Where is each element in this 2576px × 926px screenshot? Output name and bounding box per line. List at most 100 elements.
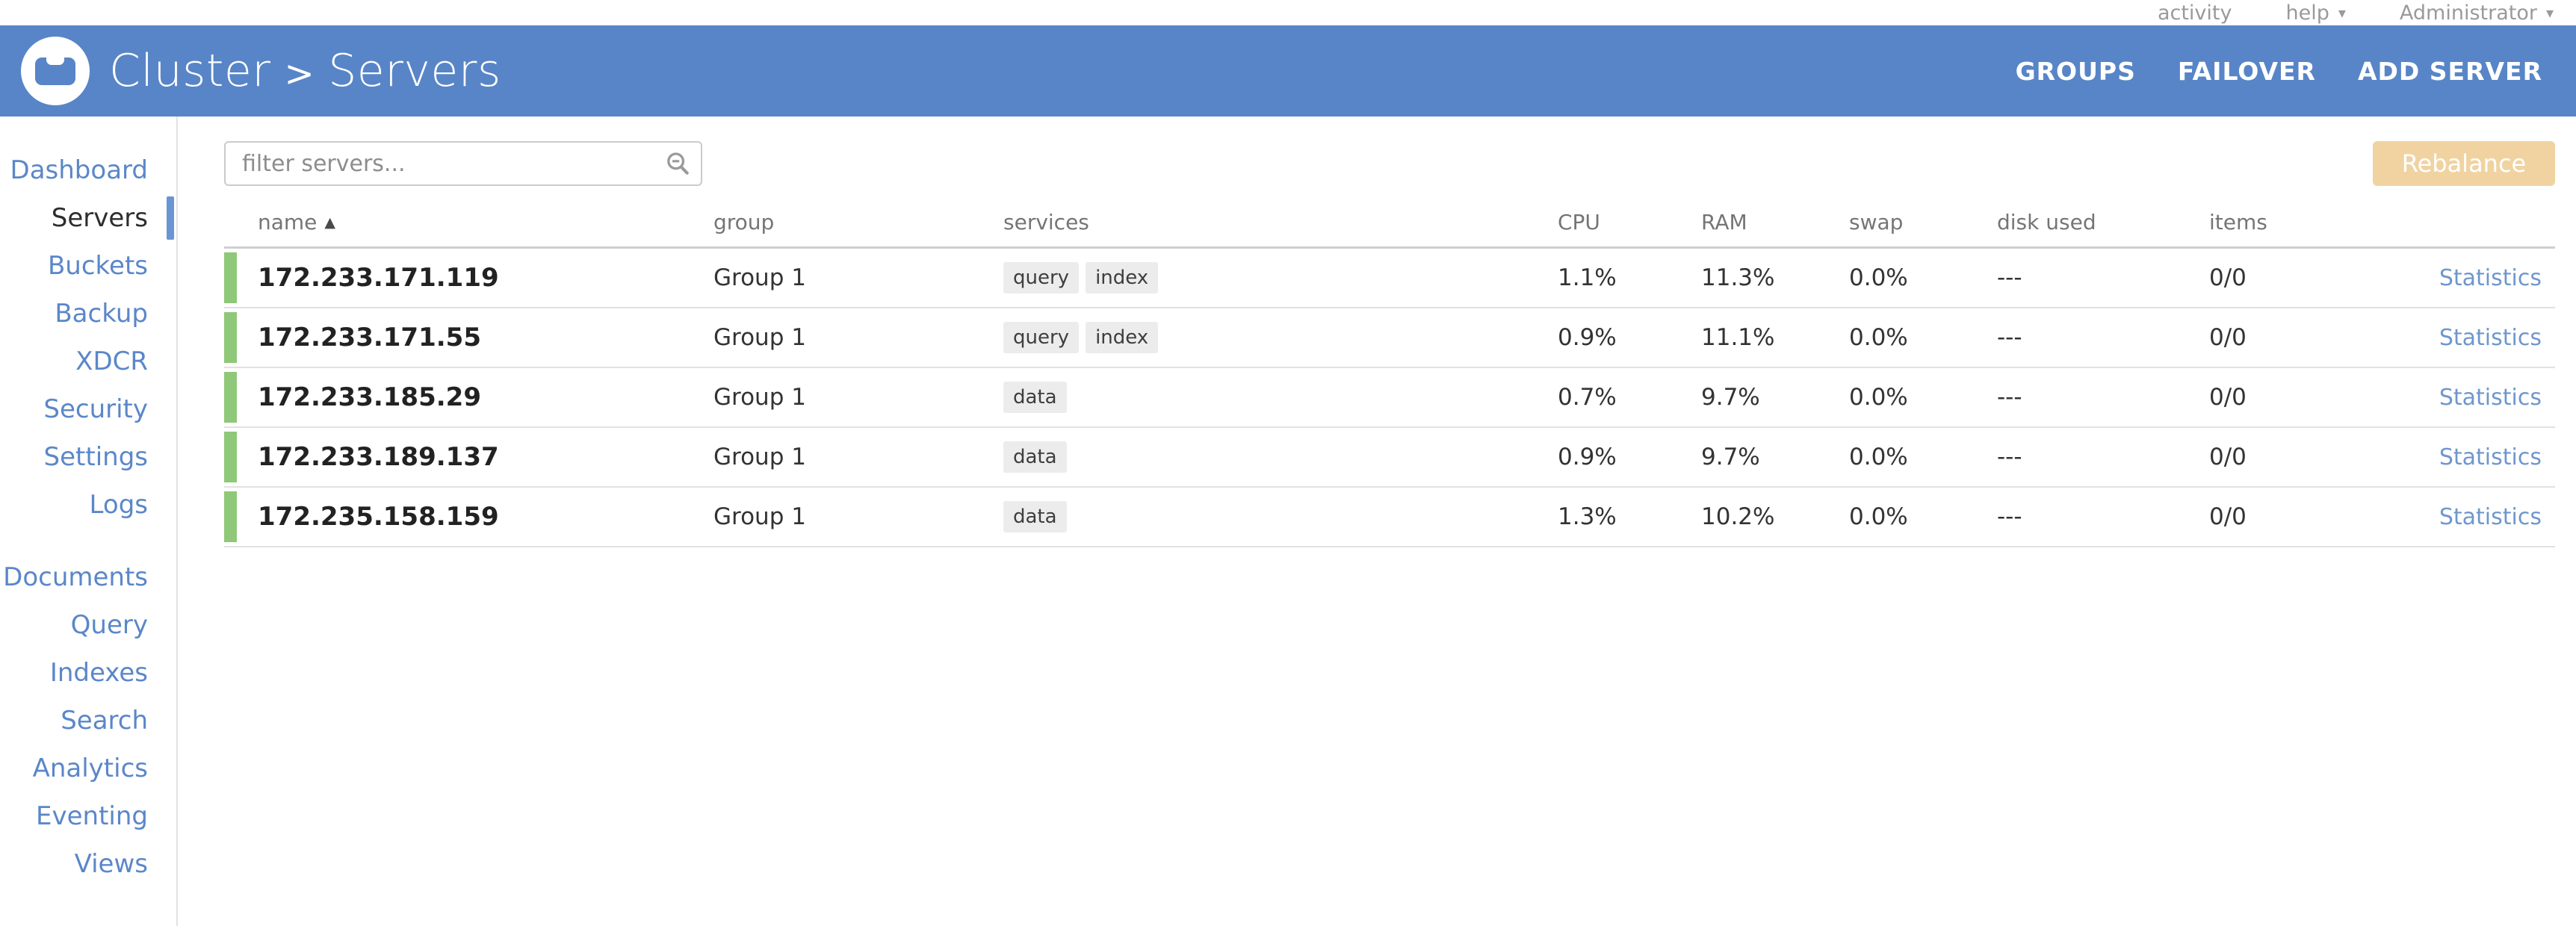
table-row: 172.233.185.29 Group 1 data 0.7% 9.7% 0.…: [224, 368, 2555, 428]
sidebar-item-backup[interactable]: Backup: [0, 290, 176, 338]
breadcrumb-section: Servers: [328, 45, 501, 97]
column-header-group[interactable]: group: [713, 210, 775, 234]
server-disk-used: ---: [1997, 503, 2022, 530]
server-items: 0/0: [2209, 503, 2247, 530]
add-server-button[interactable]: ADD SERVER: [2357, 56, 2542, 86]
sidebar-item-label: Query: [70, 610, 148, 640]
server-disk-used: ---: [1997, 264, 2022, 291]
sidebar-item-dashboard[interactable]: Dashboard: [0, 146, 176, 194]
sidebar-item-query[interactable]: Query: [0, 601, 176, 649]
brand: Cluster > Servers: [21, 37, 501, 105]
help-menu[interactable]: help ▾: [2285, 3, 2345, 23]
sort-asc-icon: ▲: [324, 214, 336, 231]
table-row: 172.233.189.137 Group 1 data 0.9% 9.7% 0…: [224, 428, 2555, 488]
server-cpu: 1.3%: [1558, 503, 1617, 530]
server-disk-used: ---: [1997, 444, 2022, 470]
column-header-swap[interactable]: swap: [1849, 210, 1904, 234]
sidebar-item-label: Buckets: [47, 251, 148, 281]
sidebar-nav: Dashboard Servers Buckets Backup XDCR Se…: [0, 116, 178, 926]
sidebar-item-label: Security: [43, 394, 148, 424]
column-header-disk-used[interactable]: disk used: [1997, 210, 2096, 234]
service-tag-index: index: [1086, 322, 1159, 353]
service-tag-data: data: [1003, 382, 1067, 413]
failover-button[interactable]: FAILOVER: [2177, 56, 2316, 86]
rebalance-button[interactable]: Rebalance: [2373, 141, 2555, 186]
statistics-link[interactable]: Statistics: [2439, 503, 2542, 530]
breadcrumb-separator-icon: >: [284, 53, 315, 95]
sidebar-item-label: Logs: [89, 490, 148, 520]
server-services: data: [1003, 501, 1558, 532]
server-cpu: 1.1%: [1558, 264, 1617, 291]
sidebar-item-documents[interactable]: Documents: [0, 553, 176, 601]
service-tag-index: index: [1086, 262, 1159, 293]
server-ram: 11.1%: [1701, 324, 1775, 351]
server-name: 172.233.185.29: [258, 382, 481, 412]
server-name: 172.233.189.137: [258, 442, 499, 472]
sidebar-item-label: Backup: [55, 299, 148, 329]
user-menu[interactable]: Administrator ▾: [2400, 3, 2554, 23]
server-ram: 11.3%: [1701, 264, 1775, 291]
sidebar-item-label: Dashboard: [10, 155, 148, 185]
server-cpu: 0.9%: [1558, 324, 1617, 351]
sidebar-item-security[interactable]: Security: [0, 385, 176, 433]
server-items: 0/0: [2209, 264, 2247, 291]
sidebar-item-label: Analytics: [32, 753, 148, 783]
table-row: 172.235.158.159 Group 1 data 1.3% 10.2% …: [224, 488, 2555, 547]
server-group: Group 1: [713, 444, 806, 470]
server-swap: 0.0%: [1849, 444, 1908, 470]
health-status-bar: [224, 312, 237, 363]
sidebar-item-logs[interactable]: Logs: [0, 481, 176, 529]
statistics-link[interactable]: Statistics: [2439, 384, 2542, 411]
health-status-bar: [224, 491, 237, 542]
activity-label: activity: [2157, 1, 2232, 25]
statistics-link[interactable]: Statistics: [2439, 324, 2542, 351]
server-cpu: 0.7%: [1558, 384, 1617, 411]
server-swap: 0.0%: [1849, 264, 1908, 291]
column-header-ram[interactable]: RAM: [1701, 210, 1747, 234]
sidebar-item-servers[interactable]: Servers: [0, 194, 176, 242]
server-items: 0/0: [2209, 324, 2247, 351]
user-label: Administrator: [2399, 1, 2537, 25]
sidebar-item-eventing[interactable]: Eventing: [0, 792, 176, 840]
page-title: Cluster > Servers: [109, 49, 501, 93]
server-services: query index: [1003, 262, 1558, 293]
server-swap: 0.0%: [1849, 324, 1908, 351]
column-header-services[interactable]: services: [1003, 210, 1089, 234]
server-swap: 0.0%: [1849, 503, 1908, 530]
health-status-bar: [224, 432, 237, 482]
statistics-link[interactable]: Statistics: [2439, 264, 2542, 291]
servers-table-body: 172.233.171.119 Group 1 query index 1.1% …: [224, 249, 2555, 547]
sidebar-secondary-group: Documents Query Indexes Search Analytics…: [0, 553, 176, 888]
sidebar-item-buckets[interactable]: Buckets: [0, 242, 176, 290]
sidebar-item-xdcr[interactable]: XDCR: [0, 338, 176, 385]
chevron-down-icon: ▾: [2338, 4, 2346, 22]
sidebar-item-analytics[interactable]: Analytics: [0, 745, 176, 792]
groups-button[interactable]: GROUPS: [2015, 56, 2136, 86]
sidebar-item-label: Views: [74, 849, 148, 879]
server-services: data: [1003, 382, 1558, 413]
activity-link[interactable]: activity: [2158, 3, 2232, 23]
server-group: Group 1: [713, 264, 806, 291]
search-icon[interactable]: [663, 149, 692, 178]
column-header-cpu[interactable]: CPU: [1558, 210, 1600, 234]
column-header-items[interactable]: items: [2209, 210, 2267, 234]
server-group: Group 1: [713, 503, 806, 530]
sidebar-item-views[interactable]: Views: [0, 840, 176, 888]
top-utility-bar: activity help ▾ Administrator ▾: [0, 0, 2576, 25]
service-tag-data: data: [1003, 441, 1067, 473]
sidebar-item-label: Search: [61, 706, 148, 736]
app-header: Cluster > Servers GROUPS FAILOVER ADD SE…: [0, 25, 2576, 116]
filter-input-wrap: [224, 141, 702, 186]
server-group: Group 1: [713, 384, 806, 411]
sidebar-item-label: Documents: [3, 562, 148, 592]
server-items: 0/0: [2209, 384, 2247, 411]
sidebar-item-settings[interactable]: Settings: [0, 433, 176, 481]
column-header-name[interactable]: name ▲: [258, 210, 336, 234]
sidebar-item-search[interactable]: Search: [0, 697, 176, 745]
header-menu: GROUPS FAILOVER ADD SERVER: [2016, 59, 2542, 84]
filter-servers-input[interactable]: [224, 141, 702, 186]
sidebar-item-indexes[interactable]: Indexes: [0, 649, 176, 697]
servers-toolbar: Rebalance: [224, 141, 2555, 186]
statistics-link[interactable]: Statistics: [2439, 444, 2542, 470]
